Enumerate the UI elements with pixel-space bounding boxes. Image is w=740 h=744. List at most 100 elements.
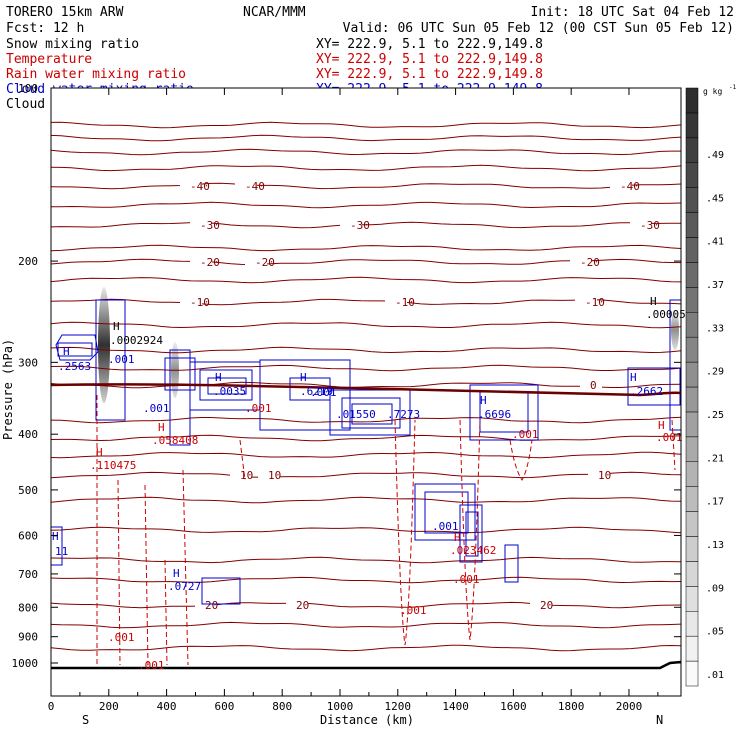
contour-label-bg <box>235 179 257 191</box>
center-title: NCAR/MMM <box>243 5 306 20</box>
contour-extremum-label: .2662 <box>630 385 663 398</box>
header: TORERO 15km ARW NCAR/MMM Init: 18 UTC Sa… <box>6 5 734 36</box>
temperature-contour-label: 20 <box>296 599 309 612</box>
y-tick-label: 400 <box>18 428 38 441</box>
colorbar-cell <box>685 635 699 662</box>
colorbar-cell <box>685 660 699 687</box>
contour-extremum-label: H <box>215 371 222 384</box>
colorbar-cell <box>685 137 699 163</box>
temperature-contour <box>50 621 682 629</box>
forecast-hour: Fcst: 12 h <box>6 21 84 36</box>
colorbar-cell <box>685 312 699 338</box>
contour-extremum-label: .7273 <box>387 408 420 421</box>
init-time: Init: 18 UTC Sat 04 Feb 12 <box>531 5 735 20</box>
x-tick-label: 400 <box>157 700 177 713</box>
y-tick-label: 200 <box>18 255 38 268</box>
x-tick-label: 1400 <box>442 700 469 713</box>
contour-extremum-label: .001 <box>512 428 539 441</box>
y-tick-label: 1000 <box>12 657 39 670</box>
y-axis-title: Pressure (hPa) <box>1 339 15 440</box>
colorbar-cell <box>685 87 699 114</box>
temperature-contour-label: 10 <box>598 469 611 482</box>
contour-extremum-label: H <box>650 295 657 308</box>
x-tick-label: 1600 <box>500 700 527 713</box>
temperature-contour-label: 20 <box>540 599 553 612</box>
temperature-contour <box>50 134 682 142</box>
contour-extremum-label: H <box>173 567 180 580</box>
colorbar-tick-label: .29 <box>706 367 724 378</box>
temperature-contour-label: -30 <box>640 219 660 232</box>
colorbar-cell <box>685 511 699 537</box>
contour-label-bg <box>245 255 267 267</box>
colorbar-cell <box>685 611 699 637</box>
temperature-contour <box>50 434 682 442</box>
temperature-contour <box>50 364 682 372</box>
contour-extremum-label: .058408 <box>152 434 198 447</box>
colorbar-cell <box>685 361 699 388</box>
contour-extremum-label: .01550 <box>336 408 376 421</box>
contour-label-bg <box>180 295 202 307</box>
colorbar-tick-label: .13 <box>706 540 724 551</box>
temperature-contour-label: -10 <box>585 296 605 309</box>
contour-label-bg <box>385 295 407 307</box>
contour-extremum-label: H <box>454 531 461 544</box>
contour-label-bg <box>570 255 592 267</box>
temperature-contour-label: -40 <box>190 180 210 193</box>
y-tick-label: 100 <box>18 82 38 95</box>
y-tick-label: 900 <box>18 631 38 644</box>
colorbar-tick-label: .49 <box>706 150 724 161</box>
model-title: TORERO 15km ARW <box>6 5 124 20</box>
contour-extremum-label: .001 <box>656 431 683 444</box>
contour-label-bg <box>230 468 252 480</box>
x-axis-title: Distance (km) <box>320 713 414 727</box>
temperature-contour <box>50 276 682 284</box>
freezing-level <box>50 383 682 397</box>
contour-extremum-label: H <box>96 446 103 459</box>
temperature-contour-label: 10 <box>240 469 253 482</box>
temperature-contour-label: -30 <box>200 219 220 232</box>
temperature-contour <box>50 346 682 354</box>
contour-extremum-label: .001 <box>310 386 337 399</box>
temperature-contour-label: -10 <box>190 296 210 309</box>
y-tick-label: 300 <box>18 356 38 369</box>
temperature-contour <box>50 644 682 652</box>
temperature-contour <box>50 201 682 209</box>
contour-extremum-label: .110475 <box>90 459 136 472</box>
colorbar: .01 .05 .09 .13 .17 .21 .25 .29 .33 .37 .41 .45 .49 g… <box>685 84 737 687</box>
contour-label-bg <box>190 255 212 267</box>
temperature-contour <box>50 221 681 229</box>
colorbar-cell <box>685 411 699 438</box>
temperature-contour <box>50 471 682 479</box>
contour-extremum-label: .2563 <box>58 360 91 373</box>
temperature-contour-label: -30 <box>350 219 370 232</box>
colorbar-tick-label: .05 <box>706 627 724 638</box>
plot-area <box>51 88 681 696</box>
contour-label-bg <box>258 468 280 480</box>
field-xy: XY= 222.9, 5.1 to 222.9,149.8 <box>316 52 543 67</box>
colorbar-cell <box>685 486 699 512</box>
plot-frame <box>50 87 682 697</box>
contour-extremum-label: .001 <box>143 402 170 415</box>
contour-extremum-label: .6219 <box>300 385 333 398</box>
contour-extremum-label: .001 <box>108 353 135 366</box>
y-tick-label: 500 <box>18 484 38 497</box>
contour-label-bg <box>610 179 632 191</box>
colorbar-cell <box>685 287 699 313</box>
colorbar-tick-label: .09 <box>706 583 724 594</box>
contour-extremum-label: .6696 <box>478 408 511 421</box>
colorbar-tick-label: .33 <box>706 323 724 334</box>
colorbar-tick-label: .01 <box>706 670 724 681</box>
contour-label-bg <box>530 598 552 610</box>
contour-extremum-label: H <box>158 421 165 434</box>
colorbar-unit: g kg <box>703 87 722 96</box>
temperature-contour-label: 20 <box>205 599 218 612</box>
temperature-contour-label: -20 <box>580 256 600 269</box>
contour-extremum-label: .0727 <box>168 580 201 593</box>
temperature-contour <box>50 381 682 389</box>
field-name: Temperature <box>6 52 92 67</box>
colorbar-cell <box>685 561 699 587</box>
temperature-contour <box>50 556 682 564</box>
colorbar-tick-label: .25 <box>706 410 724 421</box>
temperature-contour <box>50 244 682 252</box>
